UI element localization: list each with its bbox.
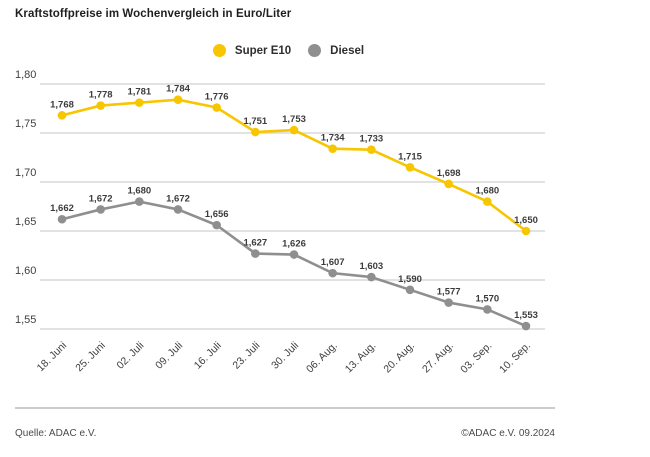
legend-label-diesel: Diesel bbox=[330, 44, 365, 57]
data-point-diesel bbox=[405, 285, 415, 295]
data-point-super-e10 bbox=[405, 163, 415, 172]
data-point-label-diesel: 1,627 bbox=[243, 238, 267, 249]
x-tick-label: 09. Juli bbox=[153, 340, 185, 372]
data-point-label-diesel: 1,590 bbox=[398, 274, 422, 285]
footer-divider bbox=[15, 407, 555, 409]
data-point-label-super-e10: 1,768 bbox=[50, 99, 74, 110]
data-point-diesel bbox=[57, 214, 67, 224]
data-point-label-super-e10: 1,650 bbox=[514, 215, 538, 226]
data-point-label-diesel: 1,603 bbox=[359, 261, 383, 272]
legend: Super E10 Diesel bbox=[40, 44, 545, 57]
y-tick-label: 1,70 bbox=[15, 167, 36, 179]
source-text: Quelle: ADAC e.V. bbox=[15, 428, 97, 439]
data-point-diesel bbox=[444, 298, 453, 307]
data-point-label-super-e10: 1,734 bbox=[321, 133, 345, 144]
data-point-super-e10 bbox=[444, 179, 453, 189]
data-point-label-super-e10: 1,733 bbox=[359, 134, 383, 145]
data-point-super-e10 bbox=[57, 111, 67, 120]
y-tick-label: 1,65 bbox=[15, 216, 36, 228]
data-point-label-diesel: 1,680 bbox=[127, 186, 151, 197]
data-point-label-diesel: 1,626 bbox=[282, 239, 306, 250]
data-point-label-diesel: 1,672 bbox=[89, 193, 113, 204]
data-point-label-super-e10: 1,753 bbox=[282, 114, 306, 125]
legend-dot-super-e10 bbox=[212, 44, 226, 57]
data-point-diesel bbox=[483, 305, 492, 314]
data-point-diesel bbox=[251, 249, 260, 258]
series-line-diesel bbox=[61, 200, 527, 328]
data-point-label-super-e10: 1,698 bbox=[437, 168, 461, 179]
data-point-label-super-e10: 1,784 bbox=[166, 84, 190, 95]
x-tick-label: 25. Juni bbox=[73, 340, 107, 374]
x-tick-label: 06. Aug. bbox=[304, 340, 340, 376]
data-point-super-e10 bbox=[251, 127, 260, 137]
legend-label-super-e10: Super E10 bbox=[234, 44, 292, 57]
x-tick-label: 13. Aug. bbox=[343, 340, 379, 376]
y-tick-label: 1,60 bbox=[15, 265, 36, 277]
data-point-diesel bbox=[173, 205, 183, 214]
x-tick-label: 03. Sep. bbox=[458, 340, 494, 376]
copyright-text: ©ADAC e.V. 09.2024 bbox=[461, 428, 555, 439]
data-point-diesel bbox=[96, 205, 105, 214]
data-point-super-e10 bbox=[96, 101, 105, 110]
data-point-label-diesel: 1,553 bbox=[514, 310, 538, 321]
data-point-diesel bbox=[135, 197, 144, 206]
data-point-label-diesel: 1,662 bbox=[50, 203, 74, 214]
data-point-super-e10 bbox=[483, 197, 492, 206]
data-point-label-super-e10: 1,781 bbox=[127, 87, 151, 98]
data-point-label-diesel: 1,656 bbox=[205, 209, 229, 220]
data-point-label-super-e10: 1,680 bbox=[475, 186, 499, 197]
data-point-label-super-e10: 1,751 bbox=[243, 116, 267, 127]
x-tick-label: 18. Juni bbox=[35, 340, 69, 374]
chart-title: Kraftstoffpreise im Wochenvergleich in E… bbox=[15, 8, 292, 20]
x-tick-label: 30. Juli bbox=[269, 340, 301, 372]
data-point-diesel bbox=[367, 272, 376, 282]
data-point-super-e10 bbox=[367, 145, 376, 154]
x-tick-label: 27. Aug. bbox=[420, 340, 456, 376]
data-point-label-diesel: 1,570 bbox=[475, 293, 499, 304]
data-point-super-e10 bbox=[328, 144, 337, 153]
data-point-super-e10 bbox=[212, 103, 221, 112]
y-tick-label: 1,55 bbox=[15, 314, 36, 326]
legend-dot-diesel bbox=[308, 44, 322, 57]
x-tick-label: 20. Aug. bbox=[381, 340, 417, 376]
data-point-diesel bbox=[212, 220, 221, 230]
data-point-label-super-e10: 1,776 bbox=[205, 92, 229, 103]
data-point-label-super-e10: 1,715 bbox=[398, 151, 422, 162]
data-point-super-e10 bbox=[135, 98, 144, 107]
data-point-super-e10 bbox=[173, 95, 183, 104]
y-tick-label: 1,80 bbox=[15, 69, 36, 81]
x-tick-label: 23. Juli bbox=[230, 340, 262, 372]
y-tick-label: 1,75 bbox=[15, 118, 36, 130]
data-point-diesel bbox=[328, 268, 337, 278]
data-point-label-diesel: 1,672 bbox=[166, 193, 190, 204]
data-point-super-e10 bbox=[521, 226, 531, 236]
data-point-diesel bbox=[289, 250, 299, 259]
x-tick-label: 16. Juli bbox=[192, 340, 224, 372]
data-point-diesel bbox=[521, 321, 531, 331]
data-point-label-super-e10: 1,778 bbox=[89, 90, 113, 101]
x-tick-label: 02. Juli bbox=[114, 340, 146, 372]
data-point-label-diesel: 1,577 bbox=[437, 287, 461, 298]
data-point-label-diesel: 1,607 bbox=[321, 257, 345, 268]
data-point-super-e10 bbox=[289, 125, 299, 135]
x-tick-label: 10. Sep. bbox=[497, 340, 533, 376]
